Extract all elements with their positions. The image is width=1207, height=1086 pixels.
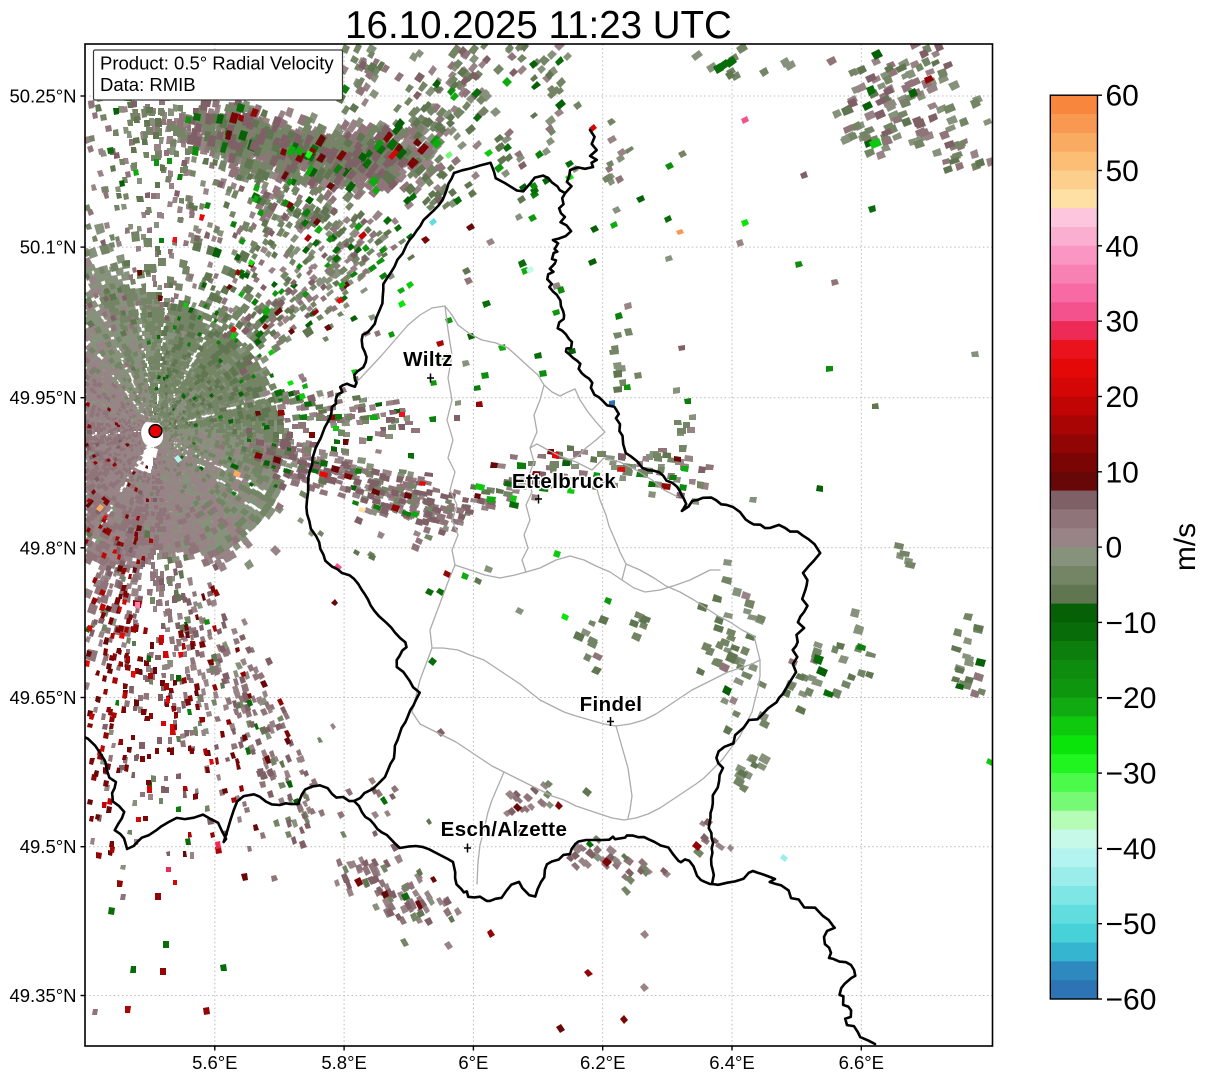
svg-text:50.25°N: 50.25°N — [9, 86, 76, 107]
svg-text:50: 50 — [1106, 155, 1139, 188]
svg-text:−10: −10 — [1106, 607, 1157, 640]
svg-text:Data: RMIB: Data: RMIB — [100, 74, 196, 95]
svg-text:6°E: 6°E — [458, 1052, 488, 1073]
svg-text:−20: −20 — [1106, 682, 1157, 715]
svg-text:Product: 0.5° Radial Velocity: Product: 0.5° Radial Velocity — [100, 53, 334, 74]
svg-text:30: 30 — [1106, 306, 1139, 339]
svg-text:−50: −50 — [1106, 908, 1157, 941]
svg-text:20: 20 — [1106, 381, 1139, 414]
svg-text:16.10.2025 11:23 UTC: 16.10.2025 11:23 UTC — [345, 4, 732, 47]
svg-text:Wiltz: Wiltz — [403, 348, 453, 371]
svg-text:6.4°E: 6.4°E — [709, 1052, 754, 1073]
svg-text:5.6°E: 5.6°E — [192, 1052, 237, 1073]
svg-text:m/s: m/s — [1169, 523, 1202, 571]
svg-text:60: 60 — [1106, 80, 1139, 113]
svg-text:−40: −40 — [1106, 833, 1157, 866]
svg-text:6.6°E: 6.6°E — [839, 1052, 884, 1073]
svg-text:49.95°N: 49.95°N — [9, 387, 76, 408]
svg-text:Findel: Findel — [580, 693, 643, 716]
svg-text:49.65°N: 49.65°N — [9, 687, 76, 708]
svg-text:49.35°N: 49.35°N — [9, 985, 76, 1006]
svg-text:Ettelbruck: Ettelbruck — [512, 470, 616, 493]
svg-text:10: 10 — [1106, 456, 1139, 489]
svg-text:5.8°E: 5.8°E — [321, 1052, 366, 1073]
svg-text:−30: −30 — [1106, 758, 1157, 791]
svg-text:6.2°E: 6.2°E — [580, 1052, 625, 1073]
svg-text:49.5°N: 49.5°N — [20, 836, 77, 857]
svg-text:0: 0 — [1106, 532, 1123, 565]
svg-text:40: 40 — [1106, 230, 1139, 263]
svg-text:−60: −60 — [1106, 984, 1157, 1017]
svg-text:49.8°N: 49.8°N — [20, 537, 77, 558]
svg-text:Esch/Alzette: Esch/Alzette — [441, 818, 568, 841]
svg-text:50.1°N: 50.1°N — [20, 237, 77, 258]
